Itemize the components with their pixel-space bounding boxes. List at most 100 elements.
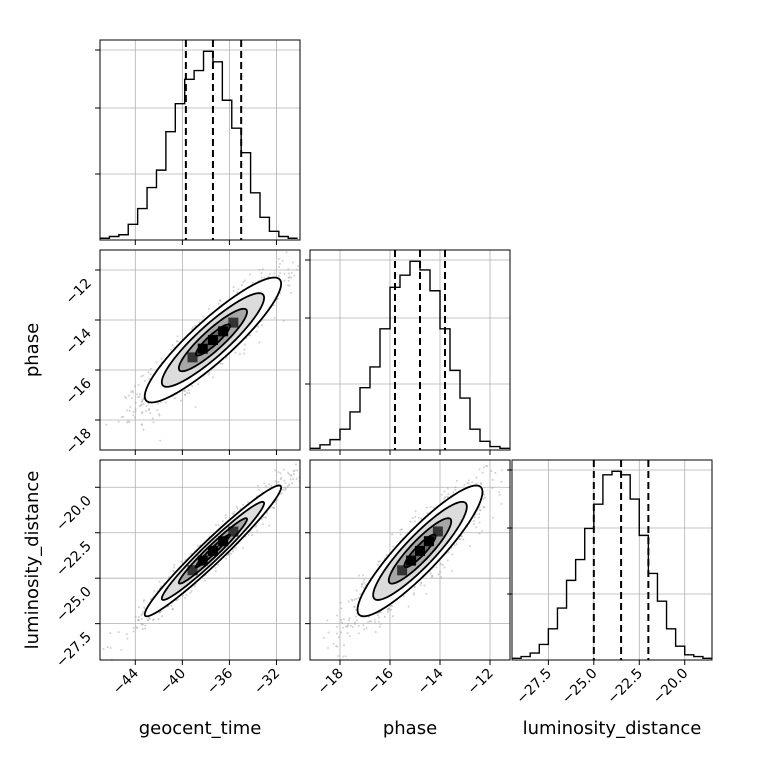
axes-frame	[511, 459, 713, 661]
panel-content	[102, 418, 337, 660]
x-tick-label: −20.0	[650, 666, 692, 708]
scatter-point	[231, 512, 234, 515]
scatter-point	[447, 551, 450, 554]
contour-line	[160, 292, 265, 388]
scatter-point	[435, 566, 438, 569]
scatter-point	[473, 516, 476, 519]
x-tick-label: −27.5	[514, 666, 556, 708]
scatter-point	[135, 393, 138, 396]
scatter-point	[327, 631, 330, 634]
scatter-point	[167, 576, 170, 579]
scatter-point	[420, 581, 423, 584]
scatter-point	[268, 524, 271, 527]
scatter-point	[279, 478, 282, 481]
scatter-point	[143, 606, 146, 609]
scatter-point	[141, 401, 144, 404]
scatter-point	[196, 544, 199, 547]
x-tick-label: −44	[110, 665, 142, 697]
scatter-point	[357, 632, 360, 635]
scatter-point	[248, 334, 251, 337]
scatter-point	[182, 594, 185, 597]
scatter-point	[132, 410, 135, 413]
scatter-point	[171, 608, 174, 611]
scatter-point	[140, 622, 143, 625]
scatter-point	[443, 490, 446, 493]
scatter-point	[140, 404, 143, 407]
scatter-point	[274, 501, 277, 504]
scatter-point	[335, 418, 337, 420]
scatter-point	[169, 348, 172, 351]
scatter-point	[399, 533, 402, 536]
axes-frame	[99, 459, 301, 661]
scatter-point	[276, 498, 279, 501]
scatter-point	[283, 479, 286, 482]
scatter-point	[466, 481, 469, 484]
histogram-luminosity_distance	[512, 470, 712, 659]
scatter-point	[307, 276, 309, 278]
scatter-point	[355, 619, 358, 622]
scatter-point	[367, 621, 370, 624]
density-block	[187, 565, 198, 576]
scatter-point	[134, 416, 137, 419]
scatter-point	[511, 455, 513, 457]
scatter-point	[350, 598, 353, 601]
scatter-point	[345, 625, 348, 628]
scatter-point	[321, 243, 323, 245]
scatter-point	[491, 487, 494, 490]
scatter-point	[307, 457, 309, 459]
scatter-point	[376, 614, 379, 617]
scatter-point	[353, 622, 356, 625]
scatter-point	[142, 622, 145, 625]
x-tick-label: −22.5	[604, 666, 646, 708]
scatter-point	[184, 596, 187, 599]
scatter-point	[446, 487, 449, 490]
scatter-point	[459, 538, 462, 541]
y-tick-label: −14	[63, 325, 95, 357]
scatter-point	[346, 624, 349, 627]
scatter-point	[401, 528, 404, 531]
scatter-point	[152, 619, 155, 622]
scatter-point	[413, 585, 416, 588]
scatter-point	[287, 277, 290, 280]
scatter-point	[172, 569, 175, 572]
scatter-point	[443, 497, 446, 500]
density-block	[397, 565, 408, 576]
scatter-point	[409, 520, 412, 523]
scatter-point	[137, 615, 140, 618]
scatter-point	[142, 403, 145, 406]
scatter-point	[129, 405, 132, 408]
scatter-point	[426, 512, 429, 515]
scatter-point	[482, 506, 485, 509]
scatter-point	[137, 619, 140, 622]
scatter-point	[265, 512, 268, 515]
scatter-point	[143, 379, 146, 382]
scatter-point	[498, 491, 501, 494]
scatter-point	[151, 417, 154, 420]
scatter-point	[454, 488, 457, 491]
scatter-point	[219, 299, 222, 302]
scatter-point	[258, 268, 261, 271]
scatter-point	[264, 516, 267, 519]
scatter-point	[368, 620, 371, 623]
scatter-point	[500, 480, 503, 483]
contour-line	[194, 533, 231, 569]
scatter-point	[283, 279, 286, 282]
scatter-point	[271, 506, 274, 509]
scatter-point	[132, 630, 135, 633]
scatter-point	[283, 273, 286, 276]
scatter-point	[287, 279, 290, 282]
scatter-point	[289, 474, 292, 477]
scatter-point	[482, 497, 485, 500]
scatter-point	[273, 272, 276, 275]
scatter-point	[500, 502, 503, 505]
scatter-point	[332, 642, 335, 645]
scatter-point	[147, 409, 150, 412]
axes-frame	[309, 249, 511, 451]
scatter-point	[402, 595, 405, 598]
scatter-point	[447, 493, 450, 496]
scatter-point	[491, 516, 494, 519]
scatter-point	[236, 507, 239, 510]
scatter-point	[137, 619, 140, 622]
scatter-point	[277, 258, 280, 261]
